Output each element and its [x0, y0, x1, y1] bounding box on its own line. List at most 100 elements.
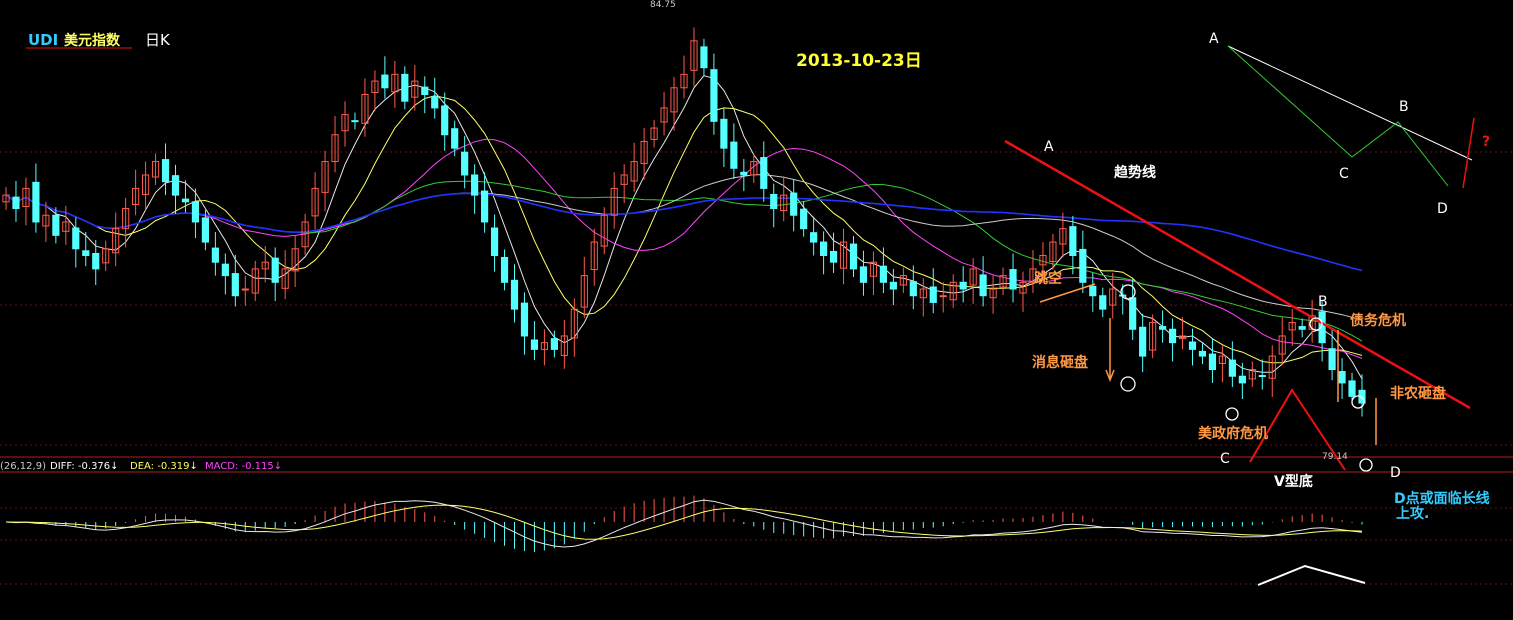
candle-body — [431, 96, 439, 109]
candle-body — [839, 241, 848, 269]
candle-body — [401, 73, 409, 102]
candle-body — [471, 174, 479, 196]
candle-body — [451, 128, 459, 149]
candle-body — [371, 80, 379, 93]
candle-body — [859, 266, 868, 283]
candle-body — [112, 228, 120, 254]
abcd-inset — [1227, 45, 1475, 189]
candle-body — [710, 69, 718, 122]
candle-body — [590, 241, 598, 271]
v-bottom-label: V型底 — [1274, 473, 1313, 490]
debt-crisis-label: 债务危机 — [1350, 312, 1406, 329]
candle-body — [1099, 295, 1107, 310]
inset-c-label: C — [1339, 166, 1349, 182]
candle-body — [540, 342, 549, 350]
index-name: 美元指数 — [64, 32, 121, 49]
candles — [2, 27, 1366, 417]
date-label: 2013-10-23日 — [796, 51, 922, 71]
candle-body — [181, 198, 190, 203]
candle-body — [620, 174, 628, 185]
candle-body — [1268, 355, 1276, 379]
macd-diff-line — [5, 499, 1363, 548]
candle-body — [909, 281, 917, 297]
candle-body — [530, 339, 539, 350]
candle-body — [411, 80, 419, 98]
candle-body — [52, 214, 60, 236]
d-outlook-label: D点或面临长线 — [1394, 490, 1490, 507]
candle-body — [1019, 281, 1027, 294]
candle-body — [231, 273, 239, 297]
point-a-label: A — [1044, 139, 1054, 155]
candle-body — [869, 261, 878, 277]
point-b-label: B — [1318, 294, 1328, 310]
candle-body — [790, 192, 798, 216]
candle-body — [480, 190, 489, 223]
macd-dea: DEA: -0.319↓ — [130, 461, 198, 472]
candle-body — [1069, 226, 1077, 256]
candle-body — [740, 171, 748, 176]
candle-body — [959, 281, 967, 290]
candle-body — [92, 252, 100, 270]
candle-body — [72, 227, 80, 250]
candle-body — [760, 157, 768, 189]
candle-body — [1049, 241, 1057, 263]
candle-body — [1298, 326, 1306, 330]
candle-body — [829, 250, 838, 263]
candle-body — [550, 338, 558, 350]
candle-body — [969, 268, 977, 286]
candle-body — [630, 161, 638, 182]
ma-line-45 — [5, 174, 1363, 321]
candle-body — [132, 187, 140, 205]
candle-body — [570, 308, 578, 339]
d-outlook-label-2: 上攻. — [1396, 505, 1429, 522]
candle-body — [331, 134, 339, 163]
candle-body — [261, 261, 269, 270]
moving-averages — [5, 75, 1363, 380]
candle-body — [1238, 375, 1246, 384]
candle-body — [510, 279, 519, 310]
candle-body — [1109, 288, 1117, 306]
candle-body — [311, 187, 319, 217]
candle-body — [680, 73, 688, 89]
nonfarm-label: 非农砸盘 — [1390, 385, 1446, 402]
ma-line-90 — [5, 192, 1363, 272]
candle-body — [1338, 371, 1346, 384]
candle-body — [1178, 335, 1187, 340]
candle-body — [122, 208, 130, 230]
candle-body — [2, 194, 10, 203]
candle-body — [1149, 322, 1157, 351]
candle-body — [949, 281, 957, 301]
candle-body — [1009, 269, 1017, 290]
period-label: 日K — [145, 31, 171, 49]
macd-diff: DIFF: -0.376↓ — [50, 461, 119, 472]
candle-body — [730, 141, 738, 169]
candle-body — [899, 275, 907, 286]
macd-v-mark — [1257, 564, 1366, 586]
inset-green-path — [1227, 45, 1449, 187]
candle-body — [12, 196, 20, 210]
candle-body — [999, 275, 1007, 288]
inset-red-mark — [1462, 117, 1475, 189]
candle-body — [461, 151, 469, 176]
candle-body — [1248, 369, 1256, 380]
candle-body — [151, 161, 160, 178]
macd-params: (26,12,9) — [0, 461, 46, 472]
candle-body — [600, 214, 608, 247]
candle-body — [660, 107, 668, 123]
candle-body — [211, 247, 219, 263]
candle-body — [351, 120, 359, 123]
candle-body — [1328, 348, 1336, 371]
candle-body — [1288, 322, 1296, 331]
candle-body — [1059, 228, 1067, 245]
pivot-circle — [1120, 284, 1136, 300]
candle-body — [700, 46, 708, 69]
candle-body — [640, 140, 648, 165]
candle-body — [171, 175, 180, 196]
candle-body — [22, 187, 30, 208]
candle-body — [251, 268, 259, 294]
pivot-circle — [1120, 376, 1136, 392]
candle-body — [500, 256, 509, 283]
pivot-circle — [1359, 458, 1373, 472]
candle-body — [939, 295, 947, 298]
